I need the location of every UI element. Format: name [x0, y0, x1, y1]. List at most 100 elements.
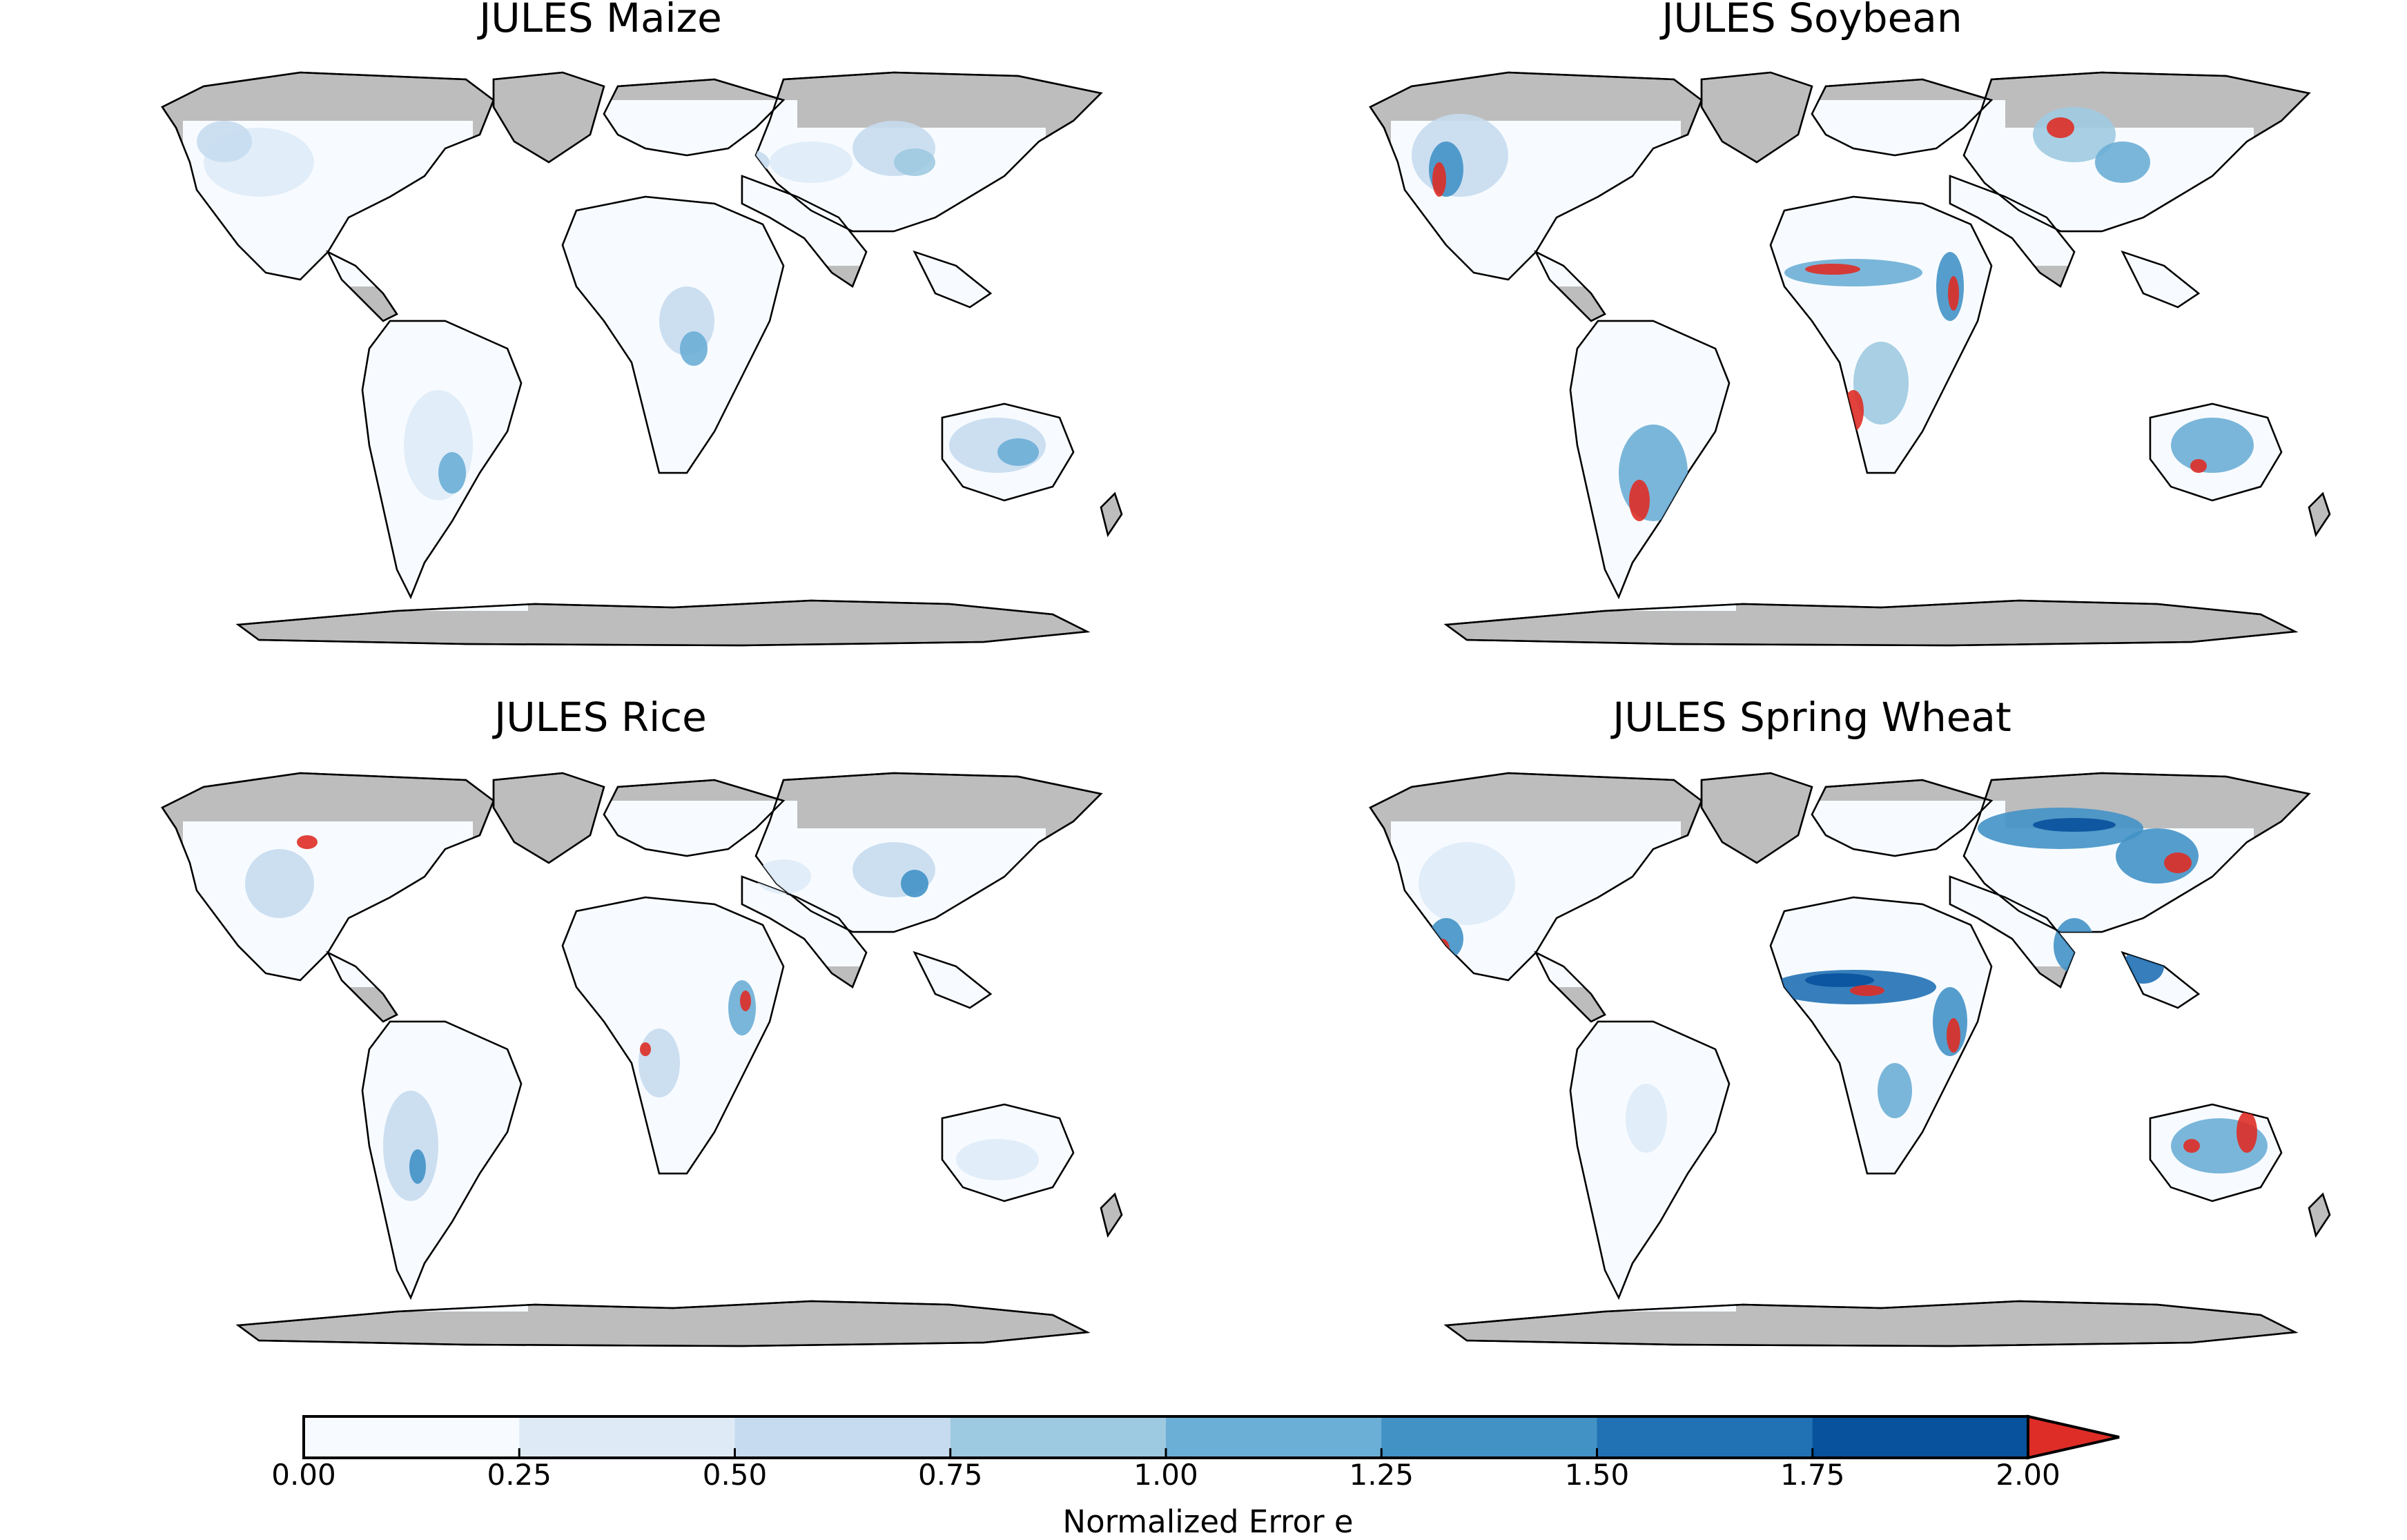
- land-mass: [492, 71, 605, 164]
- coastline: [941, 402, 1075, 502]
- coastline: [161, 71, 495, 281]
- error-patch: [1948, 276, 1959, 311]
- panel-title-soybean: JULES Soybean: [1661, 0, 1962, 41]
- error-patch: [2033, 818, 2116, 832]
- colorbar-tick-label: 0.25: [487, 1458, 552, 1492]
- coastline: [1534, 250, 1606, 322]
- error-patch: [1419, 842, 1515, 925]
- colorbar-tick-label: 2.00: [1996, 1458, 2060, 1492]
- coastline: [326, 951, 398, 1023]
- coastline: [1369, 71, 1703, 281]
- error-patch: [680, 331, 708, 366]
- error-patch: [2047, 117, 2074, 138]
- data-coverage: [1391, 100, 2288, 611]
- coverage-zone: [2109, 245, 2205, 314]
- error-patch: [197, 121, 252, 162]
- error-patch: [1947, 1018, 1960, 1053]
- error-patch: [438, 452, 466, 494]
- coastline: [913, 951, 993, 1009]
- panel-title-spring-wheat: JULES Spring Wheat: [1612, 694, 2011, 741]
- error-patch: [2164, 852, 2192, 873]
- coastline: [2149, 402, 2283, 502]
- error-patch: [1805, 264, 1860, 275]
- coastline: [754, 71, 1103, 233]
- coastline: [1569, 320, 1731, 600]
- colorbar-segment: [304, 1416, 520, 1458]
- error-patch: [956, 1139, 1039, 1180]
- colorbar: [302, 1414, 2120, 1460]
- panel-title-rice: JULES Rice: [494, 694, 707, 741]
- coastline: [1949, 175, 2076, 288]
- error-patch: [901, 870, 928, 897]
- coastline: [603, 78, 786, 157]
- error-patch: [2171, 418, 2254, 473]
- error-patch: [1619, 425, 1688, 521]
- coastline: [1700, 71, 1813, 164]
- error-patch: [2237, 1111, 2257, 1153]
- error-patch: [640, 1042, 651, 1056]
- coastline: [741, 175, 868, 288]
- coastline: [941, 1103, 1075, 1202]
- error-patch: [1843, 390, 1864, 431]
- coastline: [2149, 1103, 2283, 1202]
- colorbar-tick-label: 1.50: [1564, 1458, 1630, 1492]
- coastline: [1569, 1020, 1731, 1300]
- coastline: [161, 772, 495, 982]
- coastline: [492, 71, 605, 164]
- coastline: [1811, 779, 1994, 857]
- coastline: [1443, 599, 2299, 647]
- coastline: [2121, 250, 2201, 309]
- coastline: [492, 772, 605, 864]
- error-patch: [2190, 459, 2207, 473]
- world-land: [1369, 71, 2331, 647]
- error-patch: [997, 438, 1039, 466]
- coastline: [1769, 896, 1993, 1175]
- colorbar-tick-label: 1.25: [1349, 1458, 1414, 1492]
- coastline: [1100, 1192, 1123, 1238]
- coverage-zone: [901, 245, 997, 314]
- error-patch: [770, 142, 852, 183]
- coastline: [1962, 71, 2311, 233]
- colorbar-label: Normalized Error e: [1062, 1503, 1354, 1540]
- error-patch: [639, 1029, 680, 1098]
- error-patch: [2074, 939, 2088, 966]
- colorbar-segment: [950, 1416, 1167, 1458]
- error-patch: [1626, 1084, 1667, 1153]
- colorbar-tick-label: 1.00: [1133, 1458, 1198, 1492]
- coastline: [1443, 1300, 2299, 1347]
- coverage-zone: [2109, 946, 2205, 1015]
- colorbar-segment: [1812, 1416, 2029, 1458]
- coverage-zone: [901, 946, 997, 1015]
- coastline: [561, 195, 785, 474]
- coastline: [1811, 78, 1994, 157]
- error-patch: [894, 148, 935, 176]
- colorbar-segment: [1597, 1416, 1813, 1458]
- colorbar-tick-label: 0.50: [702, 1458, 768, 1492]
- error-patch: [1850, 985, 1884, 996]
- colorbar-tick-label: 0.00: [271, 1458, 336, 1492]
- land-mass: [1700, 772, 1813, 864]
- coastline: [2308, 1192, 2331, 1238]
- error-overlay-soybean: [1412, 107, 2254, 521]
- error-patch: [740, 991, 751, 1011]
- error-patch: [2183, 1139, 2200, 1153]
- coastline: [361, 320, 523, 600]
- error-patch: [245, 849, 314, 918]
- error-patch: [714, 148, 770, 176]
- coastline: [1769, 195, 1993, 474]
- colorbar-extend-arrow: [2027, 1414, 2120, 1460]
- error-patch: [297, 835, 318, 849]
- map-rice: [161, 772, 1123, 1347]
- coastline: [603, 779, 786, 857]
- colorbar-segment: [519, 1416, 735, 1458]
- coastline: [1700, 772, 1813, 864]
- panel-title-maize: JULES Maize: [479, 0, 722, 41]
- data-coverage: [183, 100, 1080, 611]
- map-maize: [161, 71, 1123, 647]
- coastline: [235, 1300, 1091, 1347]
- error-patch: [1878, 1063, 1912, 1118]
- colorbar-segments: [304, 1416, 2029, 1458]
- colorbar-segment: [1381, 1416, 1597, 1458]
- colorbar-tick-label: 0.75: [917, 1458, 983, 1492]
